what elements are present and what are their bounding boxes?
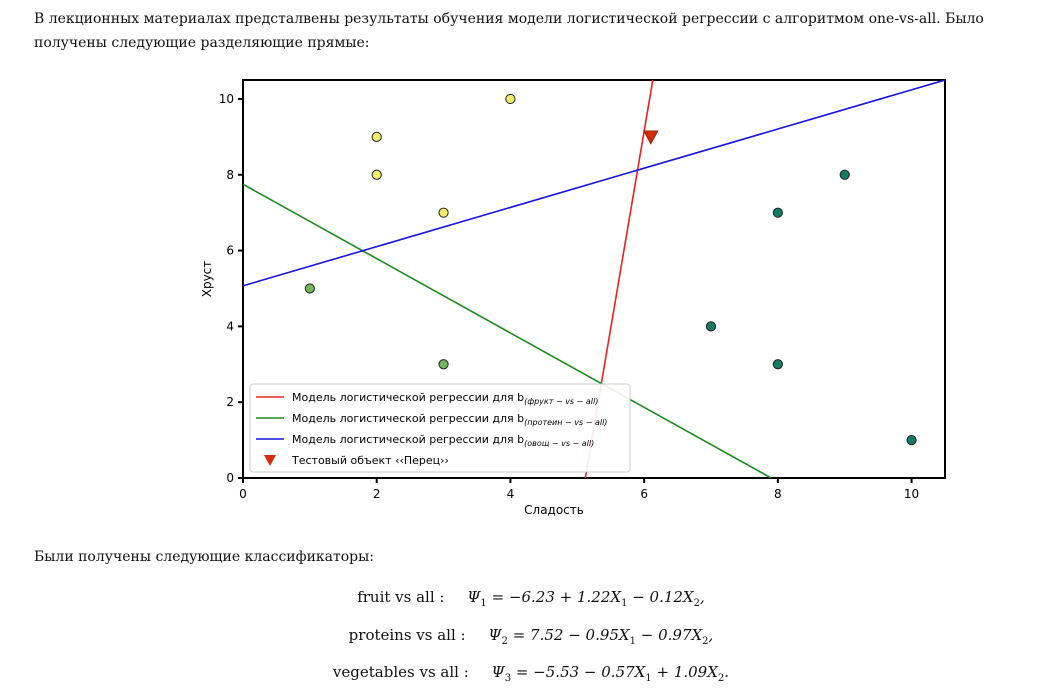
data-point (772, 359, 783, 370)
data-point (438, 207, 449, 218)
formula-expression: Ψ3 = −5.53 − 0.57X1 + 1.09X2. (491, 663, 730, 684)
formula-expression: Ψ1 = −6.23 + 1.22X1 − 0.12X2, (467, 588, 705, 609)
legend-label: Модель логистической регрессии для b(фру… (292, 391, 598, 406)
x-tick-label: 2 (373, 487, 381, 501)
plot-frame (242, 79, 946, 479)
intro-paragraph: В лекционных материалах предсталвены рез… (34, 7, 1054, 55)
y-tick-label: 8 (226, 168, 234, 182)
data-point (906, 434, 917, 446)
x-tick-label: 4 (507, 487, 515, 501)
y-tick-label: 10 (219, 92, 234, 106)
formula-vegetables: vegetables vs all : Ψ3 = −5.53 − 0.57X1 … (0, 663, 1062, 684)
y-tick-label: 0 (226, 471, 234, 485)
decision-boundary-line (243, 80, 945, 287)
legend-label: Тестовый объект ‹‹Перец›› (291, 454, 449, 467)
decision-boundary-line (243, 183, 772, 478)
data-point (772, 207, 783, 218)
y-axis-label: Хруст (200, 261, 214, 298)
intro-text: В лекционных материалах предсталвены рез… (34, 11, 984, 51)
formula-name: fruit vs all : (357, 588, 445, 606)
test-object-marker (643, 130, 659, 145)
x-tick-label: 0 (239, 487, 247, 501)
x-tick-label: 6 (640, 487, 648, 501)
x-tick-label: 8 (774, 487, 782, 501)
x-axis-label: Сладость (524, 503, 584, 517)
legend-box (249, 383, 631, 473)
data-point (505, 93, 516, 105)
classifiers-title: Были получены следующие классификаторы: (34, 549, 374, 565)
legend-label: Модель логистической регрессии для b(ово… (292, 433, 594, 448)
formula-fruit: fruit vs all : Ψ1 = −6.23 + 1.22X1 − 0.1… (0, 588, 1062, 609)
data-point (839, 169, 850, 180)
data-point (371, 131, 382, 142)
data-point (371, 169, 382, 180)
formula-expression: Ψ2 = 7.52 − 0.95X1 − 0.97X2, (488, 626, 714, 647)
formula-name: proteins vs all : (348, 626, 466, 644)
y-tick-label: 4 (226, 319, 234, 333)
data-point (304, 283, 315, 294)
decision-boundaries-chart: 0 2 4 6 8 10 0 2 4 6 8 10 Сладость Хруст Модель логист… (200, 79, 946, 517)
y-tick-label: 2 (226, 395, 234, 409)
legend-label: Модель логистической регрессии для b(про… (292, 412, 607, 427)
formula-proteins: proteins vs all : Ψ2 = 7.52 − 0.95X1 − 0… (0, 626, 1062, 647)
formula-name: vegetables vs all : (332, 663, 469, 681)
data-point (705, 321, 717, 332)
legend-triangle-swatch (264, 455, 276, 466)
data-point (438, 359, 449, 370)
y-tick-label: 6 (226, 244, 234, 258)
x-tick-label: 10 (904, 487, 919, 501)
